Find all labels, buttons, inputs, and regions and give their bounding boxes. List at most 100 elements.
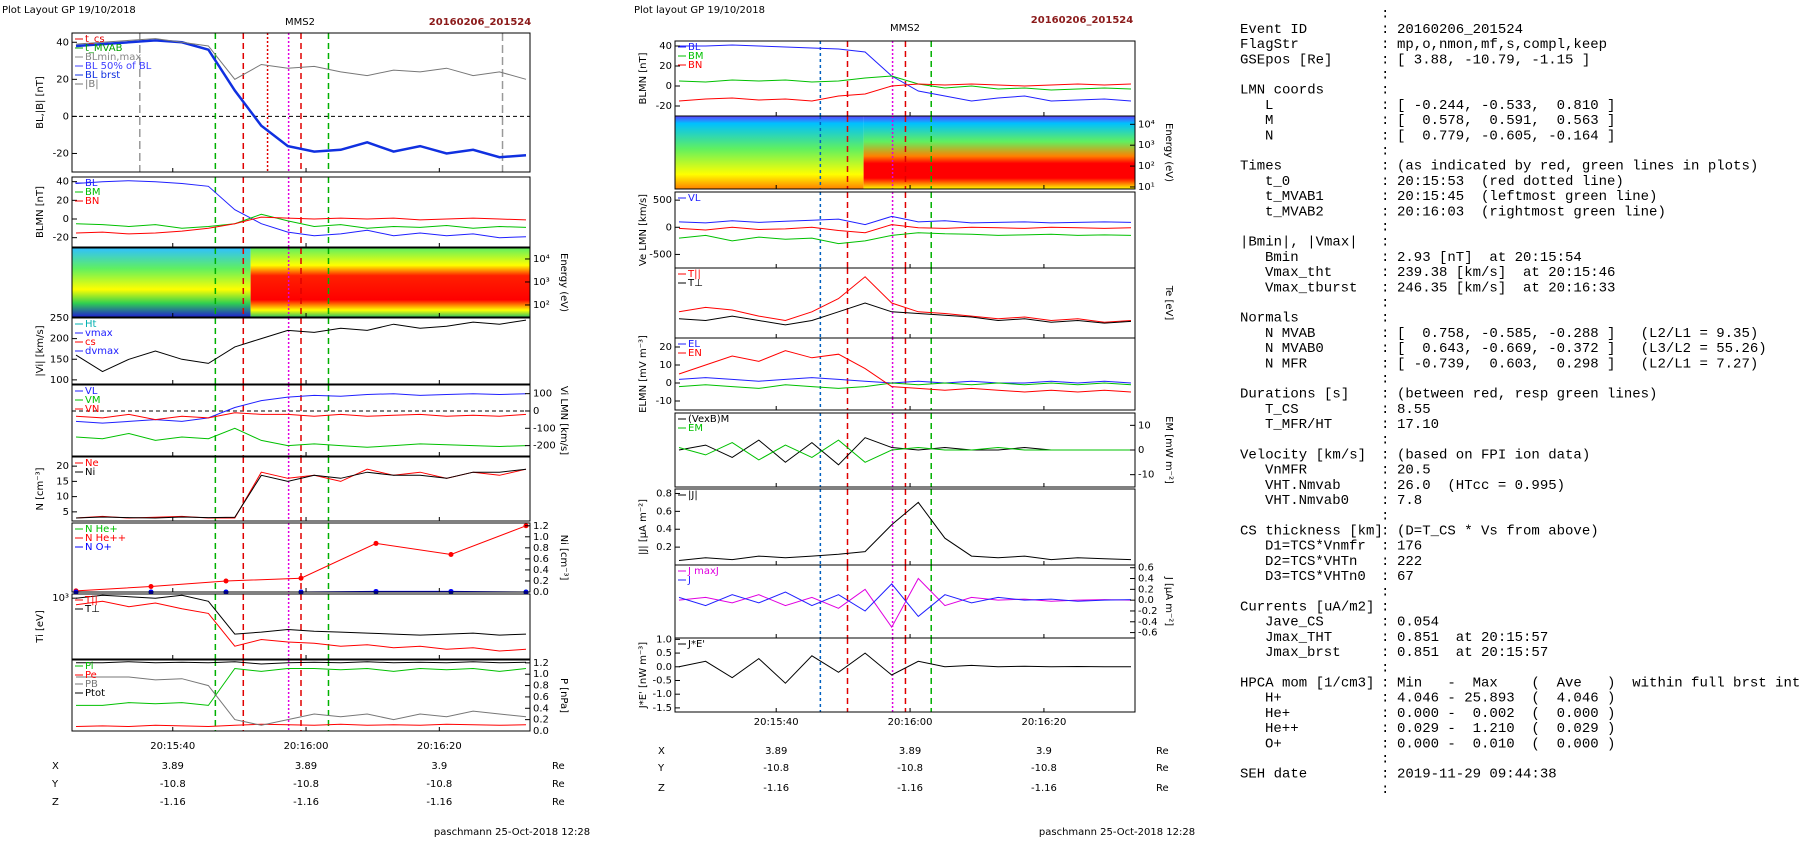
info-value: 26.0 (HTcc = 0.995) — [1397, 478, 1565, 494]
y-tick-label: 1.2 — [533, 521, 549, 532]
y-tick-label: 0.6 — [533, 692, 549, 703]
legend-label: EL — [688, 339, 700, 350]
data-point — [223, 578, 229, 584]
legend-label: cs — [85, 337, 96, 348]
y-axis-label: Ve LMN [km/s] — [638, 194, 649, 266]
info-value: 0.851 at 20:15:57 — [1397, 630, 1548, 646]
info-colon: : — [1381, 113, 1389, 129]
x-tick-label: 20:15:40 — [754, 717, 799, 728]
y-tick-label: 0.2 — [656, 542, 672, 553]
info-value: Min - Max ( Ave ) within full brst int — [1397, 676, 1800, 692]
info-value: 20:15:45 (leftmost green line) — [1397, 189, 1657, 205]
legend-label: |B| — [85, 79, 99, 90]
series-line — [678, 382, 1132, 389]
y-tick-label: 0 — [666, 378, 672, 389]
y-tick-label: 0.8 — [533, 543, 549, 554]
info-colon: : — [1381, 189, 1389, 205]
series-line — [75, 38, 527, 80]
y-axis-label: Ti [eV] — [35, 610, 46, 644]
y-tick-label: 10² — [533, 300, 550, 311]
separator-colon: : — [1381, 584, 1389, 600]
separator-colon: : — [1381, 752, 1389, 768]
info-key: Jave_CS — [1265, 615, 1324, 631]
info-key: t_0 — [1265, 174, 1290, 190]
y-axis-label: ELMN [mV m⁻³] — [638, 335, 649, 413]
x-tick-label: 20:16:20 — [1021, 717, 1066, 728]
series-line — [75, 427, 527, 448]
y-tick-label: -0.4 — [1138, 617, 1158, 628]
info-value: 176 — [1397, 539, 1422, 555]
info-key: Durations [s] — [1240, 387, 1349, 403]
separator-colon: : — [1381, 296, 1389, 312]
panel-frame — [674, 115, 1136, 190]
info-value: 17.10 — [1397, 417, 1439, 433]
series-line — [75, 213, 527, 229]
y-tick-label: 0.0 — [656, 662, 672, 673]
info-colon: : — [1381, 52, 1389, 68]
legend-label: Ht — [85, 319, 97, 330]
legend-label: J*E' — [687, 639, 705, 650]
info-colon: : — [1381, 417, 1389, 433]
info-key: O+ — [1265, 736, 1282, 752]
x-tick-label: 20:16:00 — [284, 741, 329, 752]
info-colon: : — [1381, 569, 1389, 585]
separator-colon: : — [1381, 372, 1389, 388]
info-value: 20:15:53 (red dotted line) — [1397, 174, 1624, 190]
legend-label: VN — [85, 404, 99, 415]
ephemeris-value: -10.8 — [293, 779, 319, 790]
info-colon: : — [1381, 448, 1389, 464]
ephemeris-value: -1.16 — [763, 783, 789, 794]
series-line — [678, 215, 1132, 226]
y-axis-label: EM [mW m⁻²] — [1163, 416, 1174, 484]
legend-label: dvmax — [85, 346, 119, 357]
legend-label: VL — [688, 193, 701, 204]
info-key: |Bmin|, |Vmax| — [1240, 235, 1358, 251]
y-tick-label: 1.0 — [533, 669, 549, 680]
spectrogram-before — [675, 116, 864, 189]
y-tick-label: 20 — [56, 195, 69, 206]
ephemeris-label: Y — [51, 779, 59, 790]
info-value: 246.35 [km/s] at 20:16:33 — [1397, 280, 1615, 296]
info-key: T_MFR/HT — [1265, 417, 1332, 433]
data-point — [148, 583, 154, 589]
y-tick-label: 0 — [533, 406, 539, 417]
info-colon: : — [1381, 676, 1389, 692]
ephemeris-value: 3.9 — [1036, 746, 1052, 757]
info-key: Event ID — [1240, 22, 1307, 38]
y-tick-label: 1.2 — [533, 658, 549, 669]
ephemeris-value: 3.9 — [431, 761, 447, 772]
x-tick-label: 20:15:40 — [150, 741, 195, 752]
panel-frame — [71, 247, 531, 318]
y-tick-label: -200 — [533, 441, 556, 452]
legend-label: N He++ — [85, 533, 126, 544]
ephemeris-value: -1.16 — [1031, 783, 1057, 794]
ephemeris-value: -10.8 — [897, 763, 923, 774]
ephemeris-label: Z — [52, 797, 59, 808]
y-tick-label: 10¹ — [1138, 182, 1155, 193]
series-line — [75, 216, 527, 235]
data-point — [448, 588, 454, 594]
y-tick-label: 0.6 — [533, 554, 549, 565]
info-key: VHT.Nmvab0 — [1265, 493, 1349, 509]
ephemeris-unit: Re — [1156, 783, 1169, 794]
info-colon: : — [1381, 721, 1389, 737]
y-tick-label: -100 — [533, 423, 556, 434]
y-tick-label: 40 — [659, 41, 672, 52]
y-tick-label: -1.5 — [652, 703, 672, 714]
info-key: Bmin — [1265, 250, 1299, 266]
series-line — [75, 393, 527, 424]
info-key: D3=TCS*VHTn0 — [1265, 569, 1366, 585]
footer: paschmann 25-Oct-2018 12:28 — [434, 827, 590, 838]
info-colon: : — [1381, 524, 1389, 540]
legend-label: T|| — [687, 269, 701, 280]
y-tick-label: 20 — [659, 342, 672, 353]
info-value: 239.38 [km/s] at 20:15:46 — [1397, 265, 1615, 281]
ephemeris-value: 3.89 — [899, 746, 921, 757]
legend-label: N O+ — [85, 542, 112, 553]
legend-label: J maxJ — [687, 566, 719, 577]
separator-colon: : — [1381, 144, 1389, 160]
y-axis-label: BLMN [nT] — [638, 52, 649, 104]
info-key: Times — [1240, 159, 1282, 175]
separator-colon: : — [1381, 782, 1389, 798]
